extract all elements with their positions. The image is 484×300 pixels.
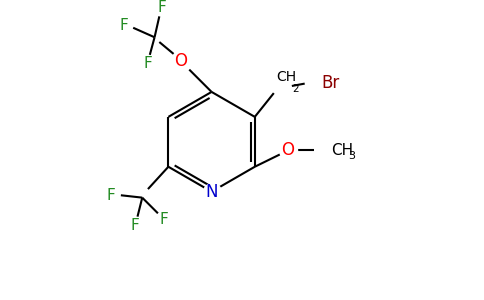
Text: F: F [107,188,116,203]
Text: 2: 2 [292,84,299,94]
Text: 3: 3 [348,151,355,161]
Text: F: F [120,18,128,33]
Text: CH: CH [331,142,353,158]
Text: F: F [159,212,168,226]
Text: O: O [282,141,295,159]
Text: F: F [157,0,166,15]
Text: F: F [131,218,139,233]
Text: CH: CH [276,70,296,84]
Text: O: O [174,52,187,70]
Text: N: N [205,183,218,201]
Text: Br: Br [321,74,340,92]
Text: F: F [143,56,152,71]
